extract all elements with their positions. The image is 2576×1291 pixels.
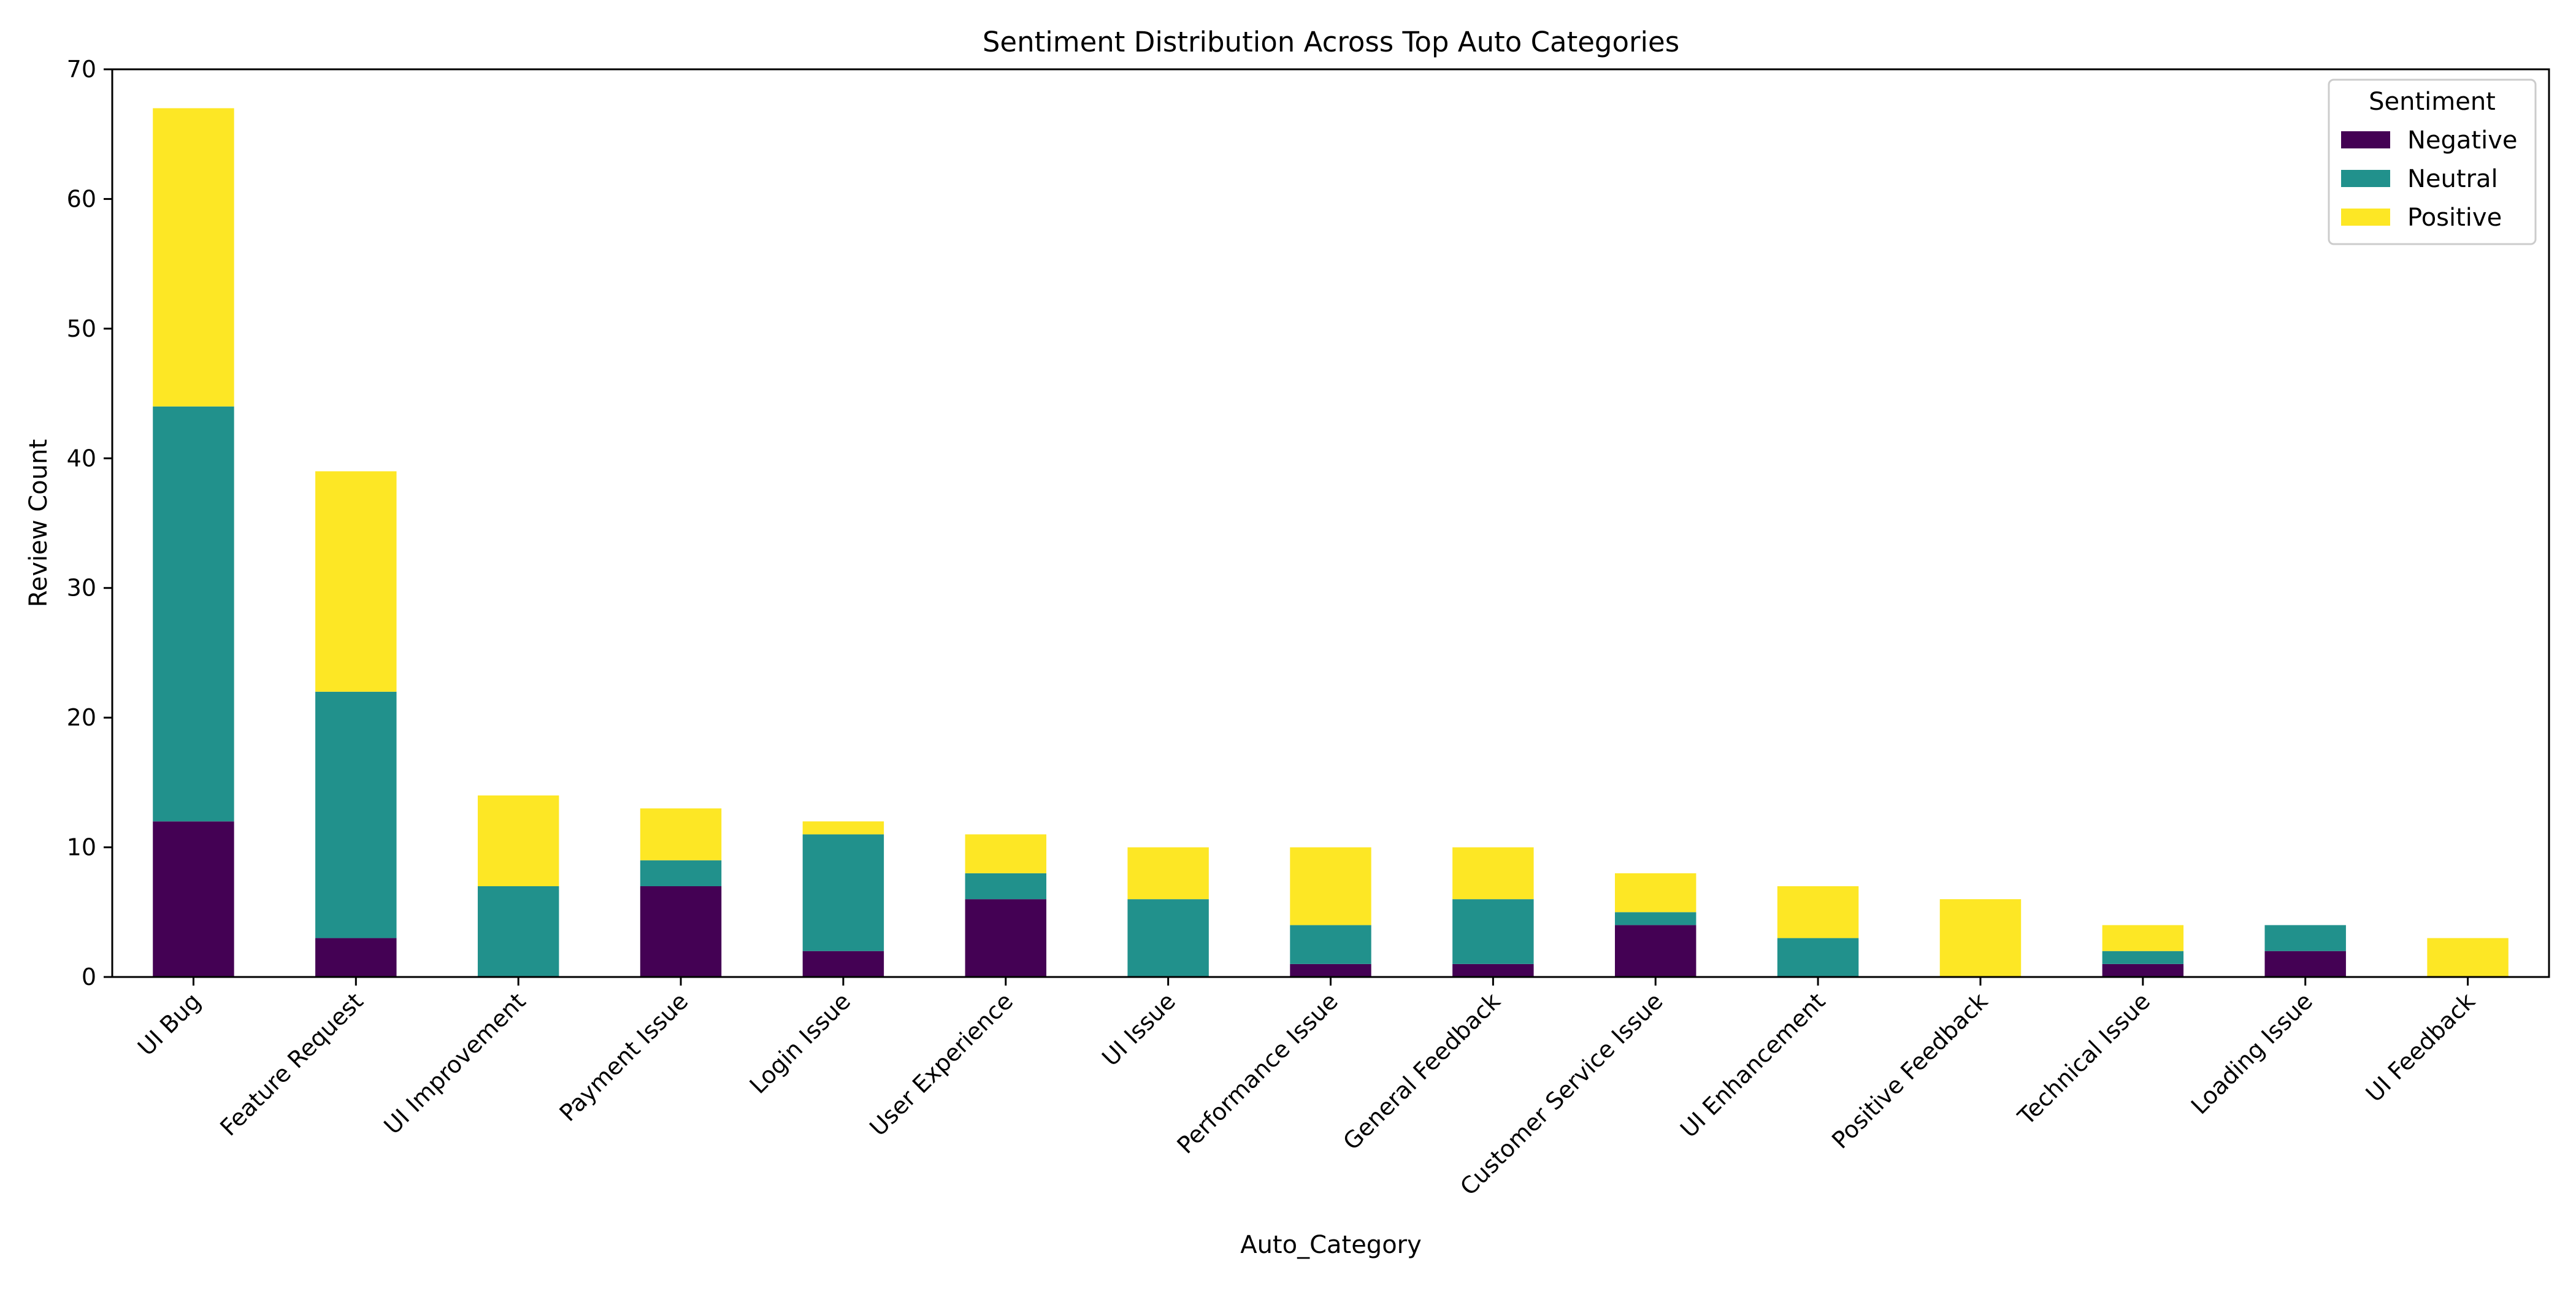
bar-ui-bug-negative [153, 821, 234, 977]
x-tick-label-payment-issue: Payment Issue [554, 987, 694, 1127]
y-tick-label: 20 [67, 704, 96, 731]
x-tick-label-general-feedback: General Feedback [1338, 987, 1506, 1155]
y-tick-label: 70 [67, 56, 96, 83]
x-tick-label-loading-issue: Loading Issue [2186, 987, 2318, 1119]
legend-item-neutral[interactable]: Neutral [2341, 165, 2498, 193]
bar-general-feedback-neutral [1452, 899, 1534, 964]
legend-item-negative[interactable]: Negative [2341, 126, 2518, 155]
x-tick-label-login-issue: Login Issue [745, 987, 856, 1099]
legend-box [2328, 79, 2537, 245]
bar-general-feedback-positive [1452, 847, 1534, 900]
y-tick-label: 0 [82, 963, 96, 990]
bar-login-issue-positive [802, 821, 884, 835]
legend-label-neutral: Neutral [2407, 165, 2498, 193]
x-axis-label: Auto_Category [1240, 1231, 1422, 1259]
bar-ui-bug-positive [153, 108, 234, 407]
bar-feature-request-neutral [315, 691, 397, 938]
legend-swatch-positive [2341, 209, 2390, 226]
bar-payment-issue-negative [640, 886, 722, 977]
plot-area-frame [111, 68, 2550, 978]
y-axis-label: Review Count [25, 439, 53, 607]
chart-title: Sentiment Distribution Across Top Auto C… [983, 26, 1679, 58]
x-tick-label-ui-feedback: UI Feedback [2361, 987, 2480, 1107]
y-axis-ticks: 0 10 20 30 40 50 60 70 [67, 56, 112, 990]
bar-feature-request-positive [315, 471, 397, 692]
y-tick-label: 60 [67, 185, 96, 212]
y-tick-label: 50 [67, 315, 96, 342]
x-tick-label-performance-issue: Performance Issue [1171, 987, 1343, 1159]
legend-label-positive: Positive [2407, 204, 2502, 232]
bar-technical-issue-neutral [2102, 951, 2184, 964]
bar-positive-feedback-positive [1939, 899, 2022, 977]
bar-loading-issue-neutral [2264, 925, 2346, 951]
x-axis-ticks: UI Bug Feature Request UI Improvement Payme… [132, 977, 2480, 1201]
x-tick-label-positive-feedback: Positive Feedback [1827, 987, 1993, 1154]
bar-ui-enhancement-positive [1777, 886, 1859, 938]
x-tick-label-ui-enhancement: UI Enhancement [1675, 987, 1830, 1143]
bar-customer-service-issue-negative [1615, 925, 1696, 977]
bar-loading-issue-negative [2264, 951, 2346, 977]
x-tick-label-technical-issue: Technical Issue [2012, 987, 2155, 1130]
bar-payment-issue-positive [640, 808, 722, 860]
bar-general-feedback-negative [1452, 963, 1534, 977]
x-tick-label-user-experience: User Experience [864, 987, 1018, 1141]
bar-performance-issue-positive [1290, 847, 1371, 925]
bar-ui-issue-neutral [1127, 899, 1209, 977]
bar-customer-service-issue-neutral [1615, 912, 1696, 925]
bar-ui-bug-neutral [153, 406, 234, 822]
x-tick-label-ui-bug: UI Bug [132, 987, 206, 1061]
x-tick-label-ui-issue: UI Issue [1097, 987, 1181, 1071]
x-tick-label-ui-improvement: UI Improvement [379, 987, 531, 1140]
bar-user-experience-positive [965, 834, 1046, 873]
legend-swatch-negative [2341, 131, 2390, 148]
legend-swatch-neutral [2341, 170, 2390, 187]
y-tick-label: 30 [67, 575, 96, 602]
legend-item-positive[interactable]: Positive [2341, 204, 2502, 232]
bar-ui-improvement-neutral [477, 886, 559, 977]
bar-user-experience-negative [965, 899, 1046, 977]
bars-layer [153, 108, 2509, 977]
legend-title: Sentiment [2369, 88, 2496, 116]
bar-login-issue-neutral [802, 834, 884, 951]
legend[interactable]: Sentiment Negative Neutral Positive [2328, 79, 2537, 245]
bar-ui-issue-positive [1127, 847, 1209, 900]
y-tick-label: 40 [67, 445, 96, 472]
bar-ui-enhancement-neutral [1777, 938, 1859, 977]
x-tick-label-feature-request: Feature Request [215, 987, 368, 1141]
bar-ui-feedback-positive [2427, 938, 2509, 977]
bar-ui-improvement-positive [477, 795, 559, 886]
y-tick-label: 10 [67, 834, 96, 861]
bar-customer-service-issue-positive [1615, 873, 1696, 913]
bar-technical-issue-positive [2102, 925, 2184, 951]
bar-performance-issue-negative [1290, 963, 1371, 977]
bar-payment-issue-neutral [640, 860, 722, 886]
bar-user-experience-neutral [965, 873, 1046, 900]
bar-feature-request-negative [315, 938, 397, 977]
legend-label-negative: Negative [2407, 126, 2518, 155]
bar-login-issue-negative [802, 951, 884, 977]
bar-performance-issue-neutral [1290, 925, 1371, 964]
bar-technical-issue-negative [2102, 963, 2184, 977]
